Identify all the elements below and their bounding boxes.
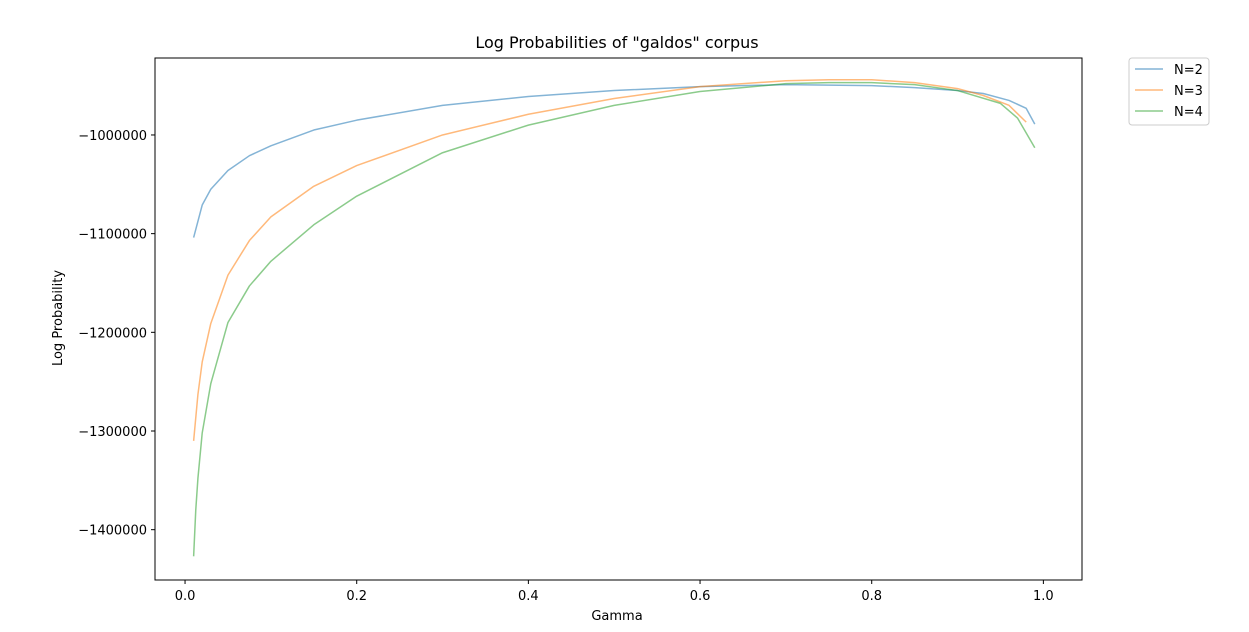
x-tick-label: 0.4 — [518, 589, 539, 604]
series-line-2 — [192, 78, 1027, 441]
legend-label-1: N=2 — [1174, 63, 1203, 78]
y-tick-label: −1300000 — [78, 425, 147, 440]
x-tick-label: 0.2 — [346, 589, 367, 604]
y-tick-label: −1100000 — [78, 228, 147, 243]
x-tick-label: 0.0 — [175, 589, 196, 604]
series-line-3 — [192, 81, 1036, 557]
y-axis: −1400000 −1300000 −1200000 −1100000 −1000000 — [78, 129, 155, 539]
legend-box — [1128, 57, 1210, 126]
x-axis-title: Gamma — [591, 609, 642, 624]
y-tick-label: −1400000 — [78, 524, 147, 539]
x-tick-label: 0.6 — [690, 589, 711, 604]
plot-frame — [154, 57, 1083, 581]
series-line-1 — [192, 83, 1036, 238]
y-axis-title: Log Probability — [51, 270, 66, 366]
y-tick-label: −1200000 — [78, 326, 147, 341]
legend: N=2 N=3 N=4 — [1128, 57, 1210, 126]
x-tick-label: 1.0 — [1033, 589, 1054, 604]
legend-label-2: N=3 — [1174, 84, 1203, 99]
y-tick-label: −1000000 — [78, 129, 147, 144]
series-layer — [192, 78, 1036, 557]
x-tick-label: 0.8 — [861, 589, 882, 604]
x-axis: 0.0 0.2 0.4 0.6 0.8 1.0 — [175, 580, 1054, 604]
chart-title: Log Probabilities of "galdos" corpus — [475, 33, 758, 52]
legend-label-3: N=4 — [1174, 105, 1203, 120]
